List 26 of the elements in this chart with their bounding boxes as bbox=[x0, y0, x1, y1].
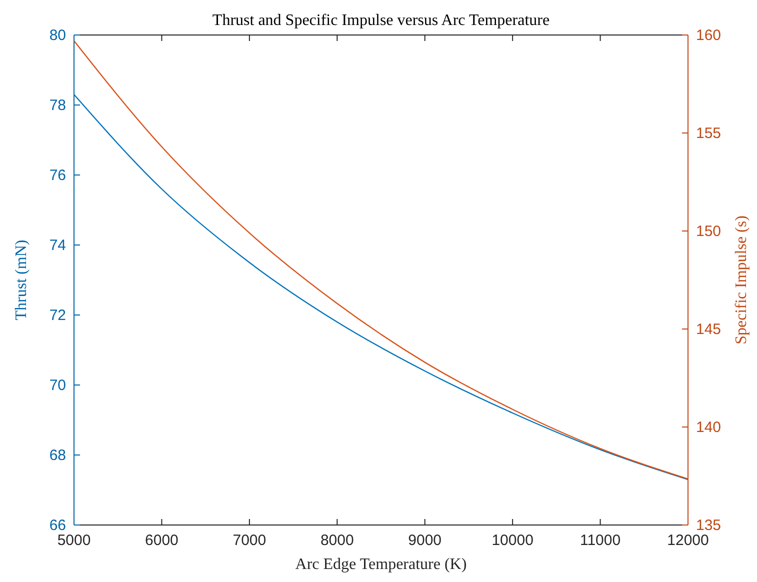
x-tick-label: 12000 bbox=[667, 532, 709, 549]
y2-tick-label: 150 bbox=[696, 223, 722, 240]
y2-tick-label: 155 bbox=[696, 125, 722, 142]
x-tick-label: 10000 bbox=[492, 532, 534, 549]
x-tick-label: 8000 bbox=[320, 532, 354, 549]
y2-tick-label: 140 bbox=[696, 419, 722, 436]
y-tick-label: 70 bbox=[49, 377, 66, 394]
y-axis-title: Thrust (mN) bbox=[13, 240, 30, 320]
y-tick-label: 78 bbox=[49, 97, 66, 114]
x-axis-title: Arc Edge Temperature (K) bbox=[295, 556, 467, 573]
y2-axis-title: Specific Impulse (s) bbox=[733, 216, 750, 344]
y-tick-label: 66 bbox=[49, 517, 66, 534]
y-tick-label: 80 bbox=[49, 27, 66, 44]
x-tick-label: 11000 bbox=[580, 532, 621, 549]
y-tick-label: 68 bbox=[49, 447, 66, 464]
chart-title: Thrust and Specific Impulse versus Arc Temperature bbox=[212, 12, 550, 29]
y2-tick-label: 135 bbox=[696, 517, 722, 534]
x-tick-label: 9000 bbox=[408, 532, 442, 549]
y-tick-label: 76 bbox=[49, 167, 66, 184]
x-tick-label: 5000 bbox=[57, 532, 91, 549]
y-tick-label: 72 bbox=[49, 307, 66, 324]
y-tick-label: 74 bbox=[49, 237, 66, 254]
x-tick-label: 6000 bbox=[145, 532, 178, 549]
y2-tick-label: 160 bbox=[696, 27, 722, 44]
y2-tick-label: 145 bbox=[696, 321, 722, 338]
x-tick-label: 7000 bbox=[232, 532, 266, 549]
